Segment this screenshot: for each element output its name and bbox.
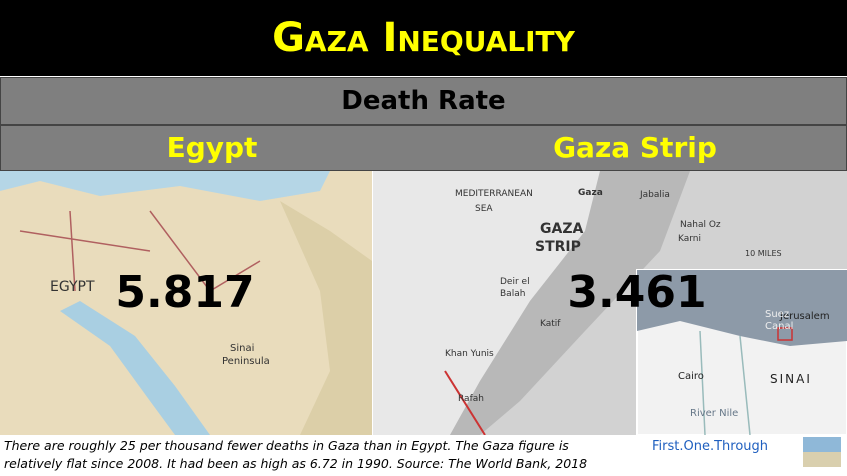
brand: First.One.Through bbox=[652, 439, 769, 454]
map-label: MEDITERRANEAN bbox=[455, 189, 533, 199]
map-label: Suez bbox=[765, 309, 789, 320]
map-label: SINAI bbox=[770, 372, 812, 386]
map-label: Balah bbox=[500, 289, 525, 299]
map-label: Sinai bbox=[230, 343, 254, 354]
map-label: GAZA bbox=[540, 221, 583, 237]
map-label: SEA bbox=[475, 204, 493, 214]
maps: EGYPT Sinai Peninsula 5.817 MEDITERRANEA… bbox=[0, 171, 847, 435]
map-label: Deir el bbox=[500, 277, 530, 287]
subtitle: Death Rate bbox=[0, 77, 847, 125]
map-label: Nahal Oz bbox=[680, 220, 721, 230]
value: 5.817 bbox=[115, 267, 254, 318]
column-header: Egypt Gaza Strip bbox=[0, 125, 847, 171]
map-label: STRIP bbox=[535, 239, 581, 255]
map-label: 10 MILES bbox=[745, 249, 782, 258]
map-label: Peninsula bbox=[222, 356, 270, 367]
column-name: Gaza Strip bbox=[553, 131, 717, 164]
title: Gaza Inequality bbox=[0, 0, 847, 76]
map-label: Cairo bbox=[678, 371, 704, 382]
map-label: Canal bbox=[765, 321, 793, 332]
footnote-line: There are roughly 25 per thousand fewer … bbox=[4, 438, 569, 453]
footnote-line: relatively flat since 2008. It had been … bbox=[4, 456, 588, 471]
map-label: Katif bbox=[540, 319, 561, 329]
map-label: River Nile bbox=[690, 408, 738, 419]
map-label: Jabalia bbox=[639, 190, 670, 200]
column-name: Egypt bbox=[166, 131, 258, 164]
value: 3.461 bbox=[567, 267, 706, 318]
map-label: Jerusalem bbox=[779, 311, 830, 322]
brand-icon bbox=[803, 437, 841, 467]
map-label: Khan Yunis bbox=[445, 349, 494, 359]
map-label: Rafah bbox=[458, 394, 484, 404]
footnote: There are roughly 25 per thousand fewer … bbox=[4, 437, 587, 473]
map-label: EGYPT bbox=[50, 279, 95, 295]
map-label: Gaza bbox=[578, 188, 603, 198]
map-label: Karni bbox=[678, 234, 701, 244]
